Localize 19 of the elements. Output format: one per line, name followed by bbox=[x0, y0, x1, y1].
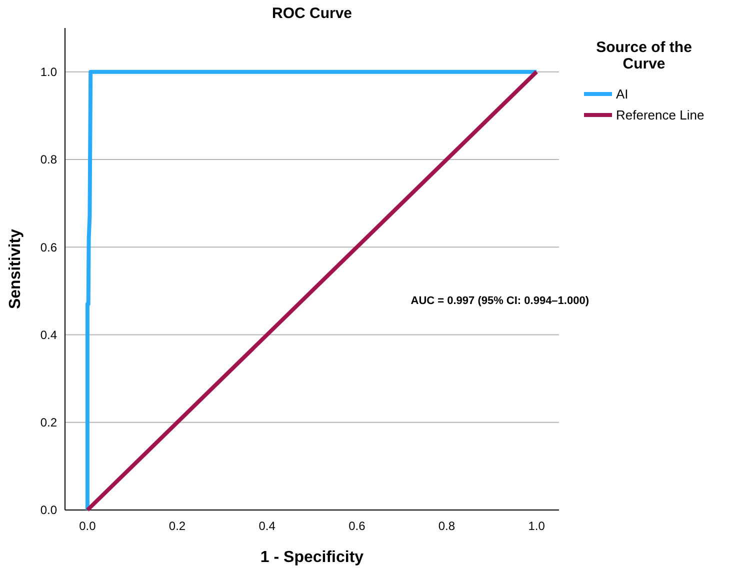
y-tick-label: 0.8 bbox=[40, 152, 58, 167]
x-tick-label: 0.2 bbox=[168, 519, 186, 533]
legend-label: AI bbox=[616, 86, 628, 102]
annotation: AUC = 0.997 (95% CI: 0.994–1.000) bbox=[410, 295, 590, 308]
x-tick-label: 0.4 bbox=[258, 519, 276, 533]
y-tick-label: 0.2 bbox=[40, 416, 58, 430]
y-tick-label: 0.0 bbox=[40, 503, 58, 518]
y-tick-label: 0.4 bbox=[40, 328, 58, 342]
chart-title: ROC Curve bbox=[272, 5, 352, 22]
y-tick-label: 1.0 bbox=[40, 65, 58, 80]
x-tick-label: 0.0 bbox=[79, 519, 96, 533]
legend-title: Source of the Curve bbox=[596, 39, 692, 72]
x-axis-title: 1 - Specificity bbox=[260, 549, 364, 566]
y-axis-title: Sensitivity bbox=[7, 228, 24, 310]
x-tick-label: 0.6 bbox=[348, 519, 366, 533]
x-tick-label: 1.0 bbox=[528, 519, 546, 533]
legend-label: Reference Line bbox=[616, 108, 704, 123]
y-tick-label: 0.6 bbox=[40, 240, 58, 254]
x-tick-label: 0.8 bbox=[438, 519, 456, 533]
